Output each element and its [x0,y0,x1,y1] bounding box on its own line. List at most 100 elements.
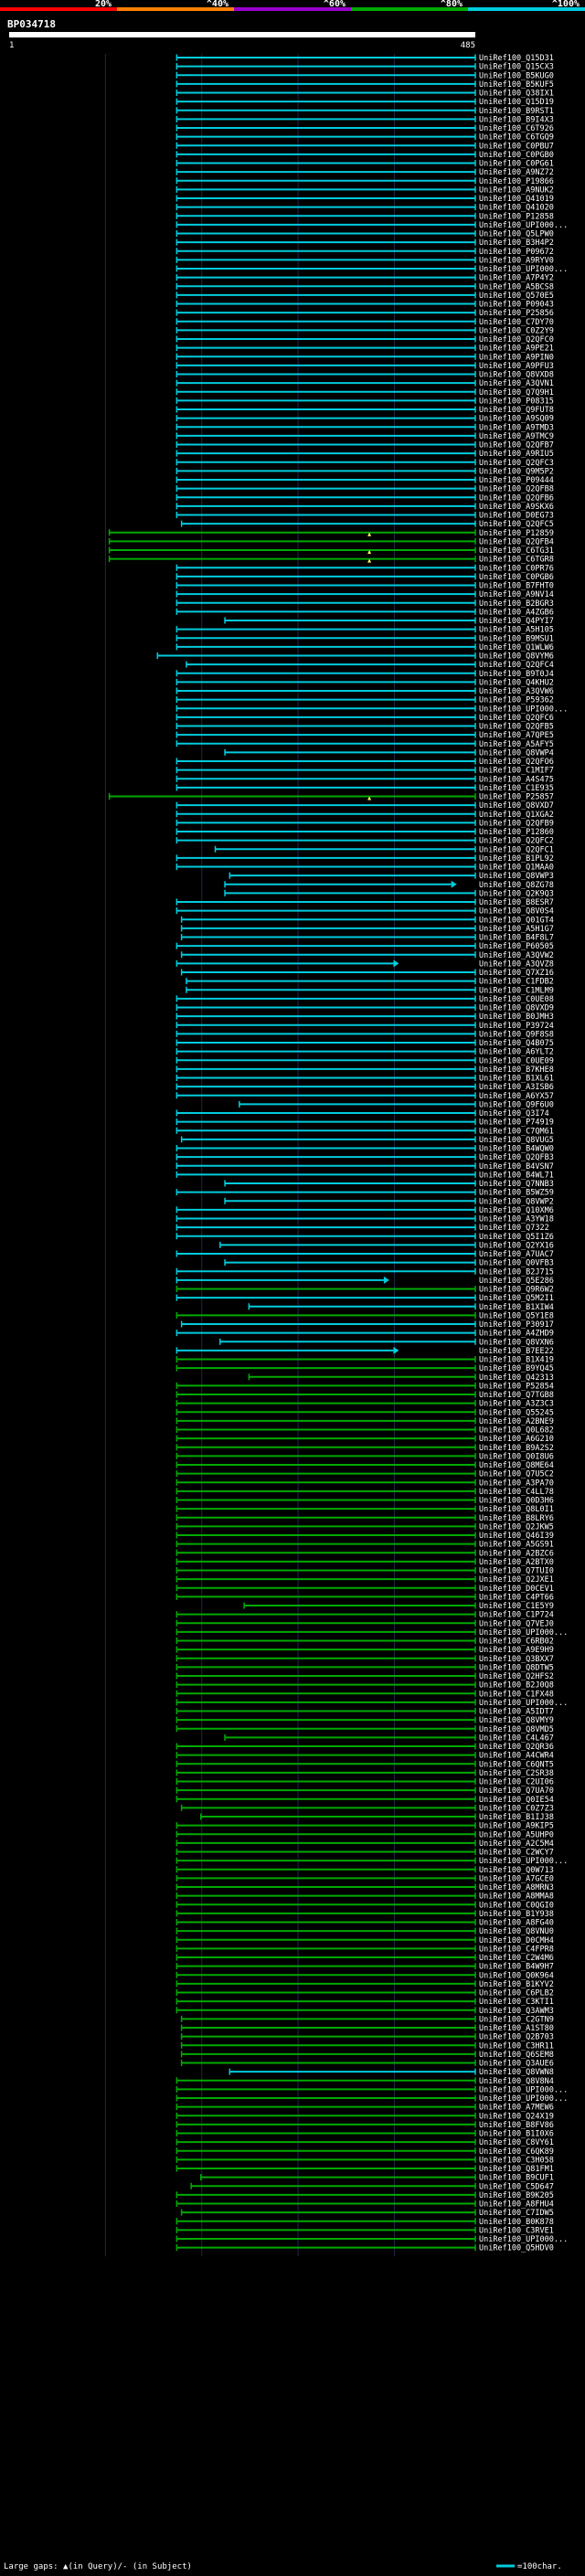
hit-label: UniRef100_Q46I39 [479,1532,554,1541]
hit-label: UniRef100_Q9M5P2 [479,467,554,476]
hit-label: UniRef100_Q8V8N4 [479,2077,554,2086]
hit-label: UniRef100_C0QGI0 [479,1901,554,1910]
hit-label: UniRef100_Q7XZ16 [479,969,554,978]
hit-label: UniRef100_C6QK89 [479,2147,554,2157]
hit-label: UniRef100_Q15CX3 [479,63,554,72]
hit-label: UniRef100_A8FHU4 [479,2200,554,2210]
hit-label: UniRef100_A9PE21 [479,345,554,354]
hit-label: UniRef100_Q8VYM6 [479,652,554,662]
hit-label: UniRef100_Q8VUG5 [479,1136,554,1145]
hit-label: UniRef100_A9SQ09 [479,415,554,424]
hit-label: UniRef100_C0PG61 [479,160,554,169]
hit-label: UniRef100_A8MRN3 [479,1883,554,1892]
score-scale-segment [117,7,234,11]
hit-label: UniRef100_A9NZ72 [479,168,554,177]
hit-label: UniRef100_C1E935 [479,784,554,793]
hit-label: UniRef100_B3H4P2 [479,239,554,248]
hit-label: UniRef100_B9CUF1 [479,2174,554,2183]
hit-label: UniRef100_P52854 [479,1382,554,1391]
footer-gap-text: Large gaps: ▲(in Query)/- (in Subject) [4,2562,192,2571]
hit-end-arrow [393,1346,399,1354]
hit-label: UniRef100_Q3AUE6 [479,2060,554,2069]
hit-label: UniRef100_Q2JKW5 [479,1522,554,1532]
score-scale-segment [0,7,117,11]
hit-label: UniRef100_Q41019 [479,195,554,204]
score-scale-label: 20% [95,0,112,9]
hit-label: UniRef100_A3QVW6 [479,687,554,696]
hit-label: UniRef100_Q38IX1 [479,90,554,99]
hit-label: UniRef100_Q2B703 [479,2033,554,2042]
hit-label: UniRef100_Q5LPW0 [479,230,554,239]
hit-label: UniRef100_Q0W713 [479,1866,554,1875]
hit-label: UniRef100_C3HR11 [479,2041,554,2051]
query-gap-marker [367,796,372,800]
hit-label: UniRef100_Q8VWP3 [479,872,554,881]
hit-label: UniRef100_C3KTI1 [479,1998,554,2007]
hit-label: UniRef100_A7MEW6 [479,2104,554,2113]
hit-label: UniRef100_Q2QFB4 [479,537,554,546]
hit-label: UniRef100_C7QM61 [479,1127,554,1136]
hit-label: UniRef100_B1I0X6 [479,2130,554,2139]
hit-label: UniRef100_C4LL78 [479,1488,554,1497]
hit-label: UniRef100_Q9F6U0 [479,1100,554,1109]
hit-label: UniRef100_B4F8L7 [479,934,554,943]
hit-label: UniRef100_Q4PYI7 [479,617,554,626]
hit-label: UniRef100_A9PFU3 [479,362,554,371]
hit-label: UniRef100_UPI000... [479,265,568,274]
score-scale-label: ^40% [207,0,229,9]
hit-label: UniRef100_B2BGR3 [479,599,554,609]
hit-label: UniRef100_Q6SEM8 [479,2051,554,2060]
hit-label: UniRef100_B8LRY6 [479,1514,554,1523]
hit-label: UniRef100_C1MIF7 [479,767,554,776]
hit-label: UniRef100_C0PGB0 [479,151,554,160]
hit-label: UniRef100_A5BCS8 [479,282,554,292]
hit-label: UniRef100_Q4KHU2 [479,678,554,687]
hit-label: UniRef100_A5H1G7 [479,925,554,934]
hit-label: UniRef100_Q0D3H6 [479,1497,554,1506]
hit-label: UniRef100_C2WCY7 [479,1849,554,1858]
hit-label: UniRef100_A6G210 [479,1435,554,1444]
hit-label: UniRef100_Q8VWP4 [479,748,554,758]
hit-label: UniRef100_C0UE09 [479,1056,554,1065]
hit-label: UniRef100_Q2QFC2 [479,837,554,846]
hit-end-arrow [393,959,399,968]
hit-label: UniRef100_B8FV86 [479,2121,554,2130]
hit-label: UniRef100_Q0IE54 [479,1796,554,1805]
hit-label: UniRef100_Q2QFC3 [479,459,554,468]
hit-label: UniRef100_A9TMD3 [479,423,554,432]
hit-label: UniRef100_C6PLB2 [479,1989,554,1998]
hit-label: UniRef100_C2UI06 [479,1778,554,1787]
hit-label: UniRef100_B9I4X3 [479,115,554,124]
hit-label: UniRef100_Q2QFC5 [479,520,554,529]
hit-label: UniRef100_Q2QFC4 [479,661,554,670]
hit-label: UniRef100_A3QVZ8 [479,959,554,969]
hit-label: UniRef100_Q24X19 [479,2112,554,2121]
hit-label: UniRef100_P12860 [479,828,554,837]
hit-label: UniRef100_C2W4M6 [479,1954,554,1963]
hit-label: UniRef100_B0JMH3 [479,1012,554,1022]
hit-label: UniRef100_Q4B075 [479,1039,554,1048]
hit-label: UniRef100_C4FPR8 [479,1945,554,1954]
hit-label: UniRef100_Q8VXN6 [479,1338,554,1347]
hit-label: UniRef100_Q5Y1E8 [479,1311,554,1320]
hit-label: UniRef100_A7P4Y2 [479,274,554,283]
hit-label: UniRef100_Q8VXD7 [479,801,554,811]
hit-label: UniRef100_B2J0Q8 [479,1681,554,1691]
hit-label: UniRef100_Q2QFB5 [479,723,554,732]
hit-label: UniRef100_B4VSN7 [479,1162,554,1171]
hit-label: UniRef100_C2SR38 [479,1769,554,1778]
hit-label: UniRef100_A9KIP5 [479,1822,554,1831]
hit-label: UniRef100_Q01GT4 [479,916,554,925]
hit-label: UniRef100_B1PL92 [479,854,554,864]
score-scale-label: ^80% [441,0,463,9]
hit-label: UniRef100_C4PT66 [479,1593,554,1602]
hit-label: UniRef100_C6T926 [479,124,554,133]
hit-label: UniRef100_Q8DTW5 [479,1663,554,1672]
hit-label: UniRef100_P09444 [479,476,554,485]
hit-label: UniRef100_Q9FUT8 [479,406,554,415]
hit-label: UniRef100_C1FDB2 [479,978,554,987]
hit-label: UniRef100_P25856 [479,309,554,318]
hit-label: UniRef100_C5D647 [479,2182,554,2191]
hit-label: UniRef100_A2C5M4 [479,1839,554,1849]
